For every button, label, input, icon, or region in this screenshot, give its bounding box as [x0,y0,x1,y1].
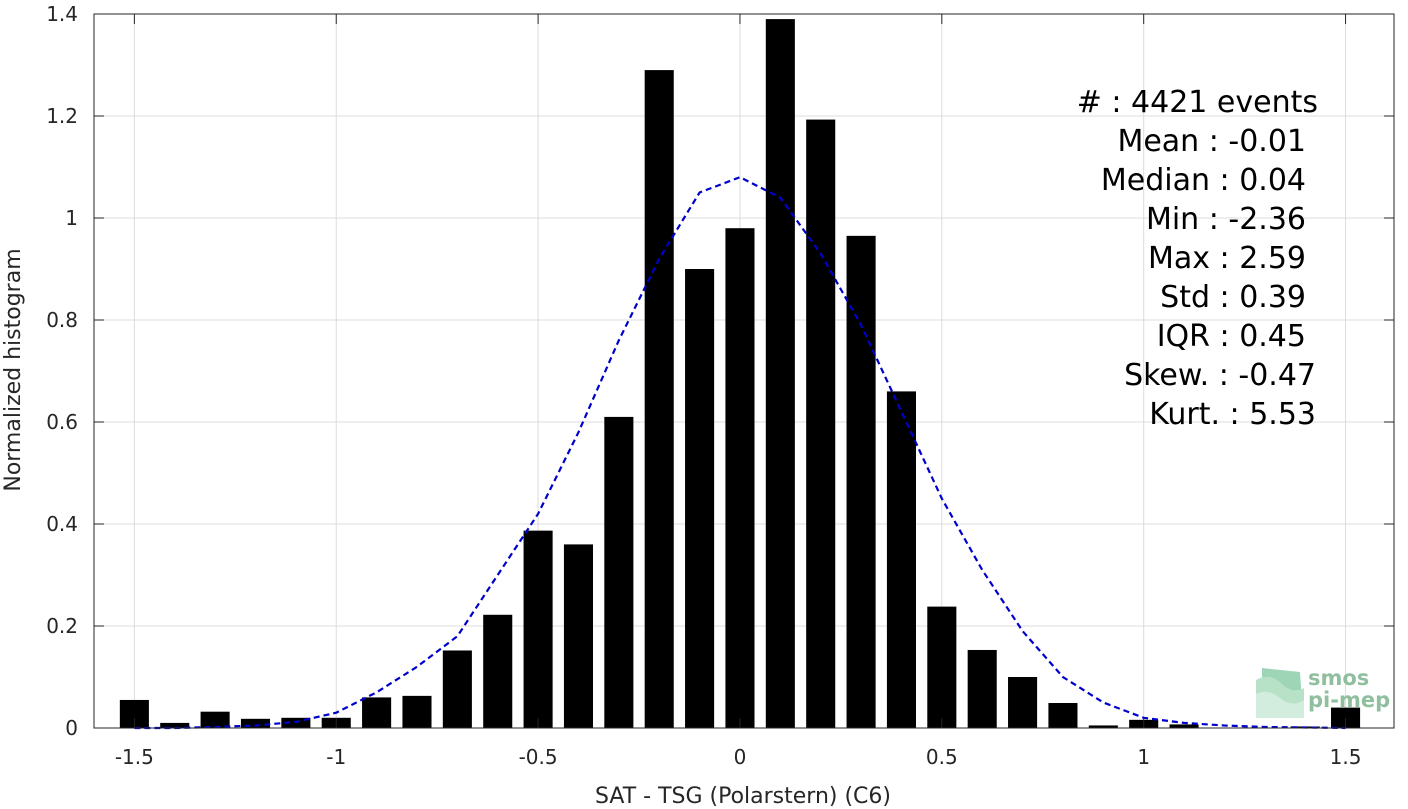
y-tick-label: 0.8 [46,308,78,332]
histogram-bar [725,228,755,728]
histogram-bar [240,718,271,728]
histogram-bar [563,544,594,728]
histogram-bar [685,269,715,728]
histogram-bar [402,695,432,728]
histogram-bars [119,19,1361,729]
histogram-bar [1331,707,1361,728]
stat-annotation: Std : 0.39 [1160,280,1306,315]
x-tick-label: 0 [734,745,747,769]
histogram-bar [1048,703,1078,728]
stat-annotation: Mean : -0.01 [1117,124,1306,159]
stat-annotation: # : 4421 events [1077,85,1318,120]
smos-pi-mep-logo: smos pi-mep [1256,666,1390,718]
axis-ticks [94,13,1394,729]
x-axis-label: SAT - TSG (Polarstern) (C6) [595,784,891,809]
x-tick-label: -1 [326,745,346,769]
histogram-bar [523,530,553,728]
histogram-bar [442,650,472,728]
logo-line-2: pi-mep [1308,688,1390,712]
x-tick-label: 0.5 [926,745,958,769]
histogram-bar [604,416,634,728]
gaussian-fit-curve [134,175,1346,730]
histogram-bar [846,235,876,728]
y-tick-label: 1.4 [46,2,78,26]
histogram-bar [200,711,230,728]
stat-annotation: Min : -2.36 [1146,202,1306,237]
x-tick-labels: -1.5 -1 -0.5 0 0.5 1 1.5 [115,745,1362,769]
y-axis-label: Normalized histogram [1,248,26,491]
histogram-bar [927,606,957,728]
x-tick-label: -1.5 [115,745,154,769]
stat-annotation: Max : 2.59 [1148,241,1306,276]
histogram-bar [806,119,836,728]
histogram-bar [967,649,997,728]
y-tick-label: 1.2 [46,104,78,128]
histogram-bar [362,697,392,728]
statistics-annotations: # : 4421 events Mean : -0.01 Median : 0.04… [1077,85,1318,432]
x-tick-label: -0.5 [519,745,558,769]
wave-logo-icon [1256,668,1304,718]
histogram-bar [160,722,190,728]
histogram-bar [1088,725,1118,728]
y-tick-labels: 0 0.2 0.4 0.6 0.8 1 1.2 1.4 [46,2,78,740]
logo-line-1: smos [1308,666,1369,690]
histogram-bar [1008,677,1038,728]
y-tick-label: 0 [65,716,78,740]
histogram-bar [886,391,916,728]
x-tick-label: 1 [1137,745,1150,769]
y-tick-label: 1 [65,206,78,230]
stat-annotation: Skew. : -0.47 [1124,358,1316,393]
stat-annotation: IQR : 0.45 [1157,319,1306,354]
histogram-bar [483,614,513,728]
stat-annotation: Kurt. : 5.53 [1149,397,1316,432]
y-tick-label: 0.4 [46,512,78,536]
y-tick-label: 0.2 [46,614,78,638]
histogram-bar [644,70,674,729]
x-tick-label: 1.5 [1330,745,1362,769]
stat-annotation: Median : 0.04 [1101,163,1306,198]
histogram-bar [765,19,795,729]
histogram-bar [1169,724,1199,728]
axes-frame [93,13,1395,729]
y-tick-label: 0.6 [46,410,78,434]
